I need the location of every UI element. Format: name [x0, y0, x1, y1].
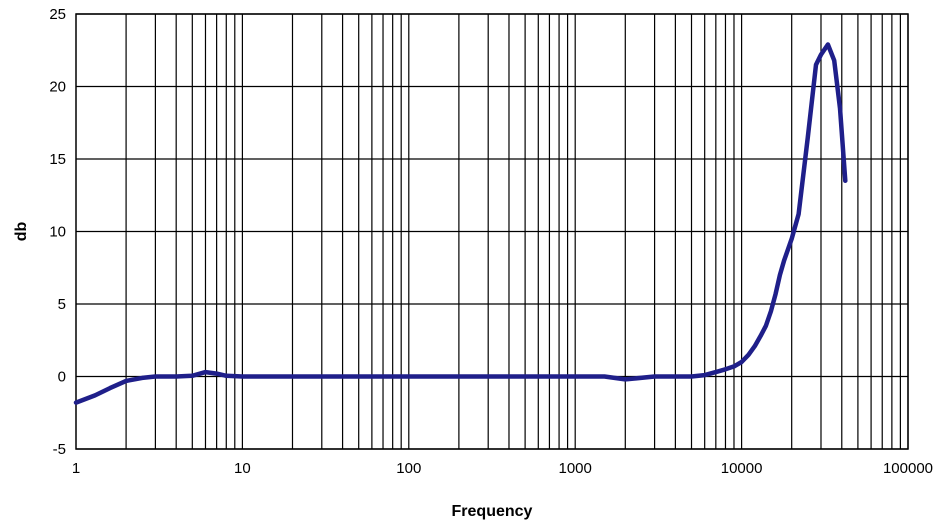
- y-axis-title: db: [13, 222, 30, 242]
- x-axis-title: Frequency: [452, 503, 533, 520]
- x-tick-labels: 1 10 100 1000 10000 100000: [72, 460, 933, 477]
- y-tick-label: 20: [49, 79, 66, 96]
- y-tick-label: 5: [58, 296, 66, 313]
- grid: [76, 13, 909, 450]
- plot-area-frame: [75, 13, 909, 450]
- x-tick-label: 1: [72, 460, 80, 477]
- y-tick-label: 10: [49, 224, 66, 241]
- x-tick-label: 100000: [883, 460, 933, 477]
- y-tick-labels: -5 0 5 10 15 20 25: [49, 6, 66, 458]
- x-tick-label: 10: [234, 460, 251, 477]
- series-line: [73, 42, 848, 405]
- y-tick-label: 15: [49, 151, 66, 168]
- y-tick-label: -5: [53, 441, 66, 458]
- x-tick-label: 100: [396, 460, 421, 477]
- x-tick-label: 1000: [559, 460, 592, 477]
- y-tick-label: 0: [58, 369, 66, 386]
- x-tick-label: 10000: [721, 460, 763, 477]
- y-tick-label: 25: [49, 6, 66, 23]
